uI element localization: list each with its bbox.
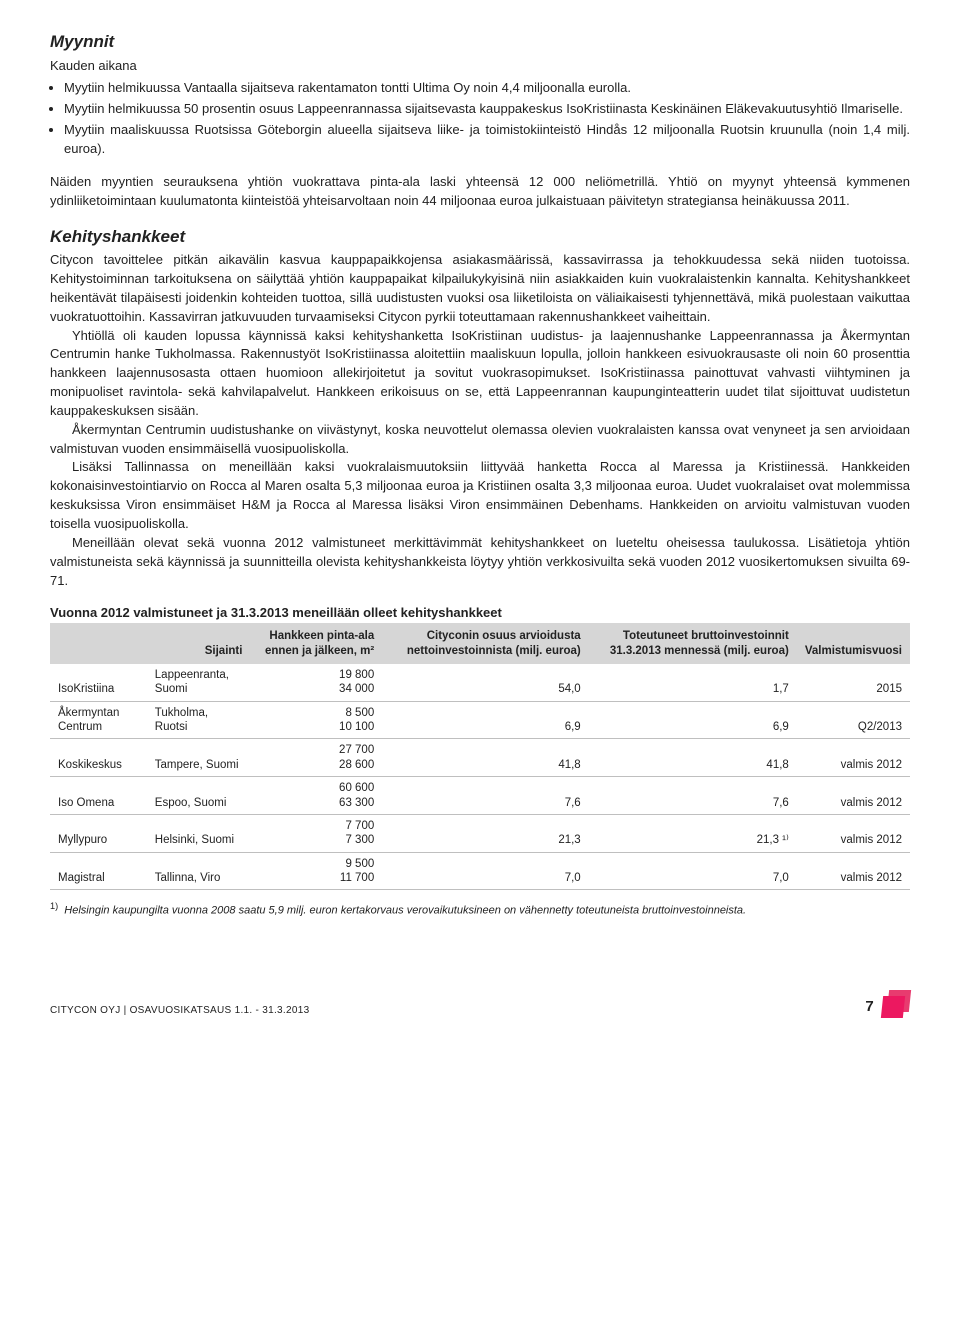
- footnote-sup: 1): [50, 901, 58, 911]
- page-footer: CITYCON OYJ | OSAVUOSIKATSAUS 1.1. - 31.…: [50, 990, 910, 1018]
- th-year: Valmistumisvuosi: [797, 623, 910, 664]
- cell-net: 41,8: [382, 739, 588, 777]
- table-footnote: 1) Helsingin kaupungilta vuonna 2008 saa…: [50, 900, 910, 920]
- page-number: 7: [865, 996, 874, 1018]
- cell-gross: 6,9: [589, 701, 797, 739]
- dev-p5: Meneillään olevat sekä vuonna 2012 valmi…: [50, 534, 910, 591]
- cell-year: Q2/2013: [797, 701, 910, 739]
- cell-location: Tallinna, Viro: [147, 852, 251, 890]
- cell-gross: 41,8: [589, 739, 797, 777]
- th-location: Sijainti: [147, 623, 251, 664]
- projects-table: Sijainti Hankkeen pinta-ala ennen ja jäl…: [50, 623, 910, 890]
- cell-area: 7 7007 300: [250, 814, 382, 852]
- dev-heading: Kehityshankkeet: [50, 225, 910, 250]
- dev-p3: Åkermyntan Centrumin uudistushanke on vi…: [50, 421, 910, 459]
- cell-year: valmis 2012: [797, 852, 910, 890]
- sales-after-paragraph: Näiden myyntien seurauksena yhtiön vuokr…: [50, 173, 910, 211]
- dev-p1: Citycon tavoittelee pitkän aikavälin kas…: [50, 251, 910, 326]
- cell-name: Åkermyntan Centrum: [50, 701, 147, 739]
- cell-net: 21,3: [382, 814, 588, 852]
- cell-location: Tampere, Suomi: [147, 739, 251, 777]
- cell-net: 54,0: [382, 664, 588, 701]
- cell-year: valmis 2012: [797, 739, 910, 777]
- cell-name: IsoKristiina: [50, 664, 147, 701]
- footer-left: CITYCON OYJ | OSAVUOSIKATSAUS 1.1. - 31.…: [50, 1004, 309, 1019]
- th-area: Hankkeen pinta-ala ennen ja jälkeen, m²: [250, 623, 382, 664]
- cell-location: Lappeenranta, Suomi: [147, 664, 251, 701]
- th-gross: Toteutuneet bruttoinvestoinnit 31.3.2013…: [589, 623, 797, 664]
- cell-gross: 7,6: [589, 777, 797, 815]
- cell-name: Magistral: [50, 852, 147, 890]
- cell-name: Iso Omena: [50, 777, 147, 815]
- table-row: Iso OmenaEspoo, Suomi60 60063 3007,67,6v…: [50, 777, 910, 815]
- table-row: MagistralTallinna, Viro9 50011 7007,07,0…: [50, 852, 910, 890]
- cell-net: 6,9: [382, 701, 588, 739]
- cell-net: 7,0: [382, 852, 588, 890]
- cell-name: Koskikeskus: [50, 739, 147, 777]
- cell-area: 27 70028 600: [250, 739, 382, 777]
- cell-area: 8 50010 100: [250, 701, 382, 739]
- cell-area: 19 80034 000: [250, 664, 382, 701]
- cell-year: valmis 2012: [797, 814, 910, 852]
- sales-bullet-3: Myytiin maaliskuussa Ruotsissa Göteborgi…: [64, 121, 910, 159]
- cell-location: Helsinki, Suomi: [147, 814, 251, 852]
- cell-area: 9 50011 700: [250, 852, 382, 890]
- sales-subhead: Kauden aikana: [50, 57, 910, 76]
- cell-location: Tukholma, Ruotsi: [147, 701, 251, 739]
- sales-bullet-2: Myytiin helmikuussa 50 prosentin osuus L…: [64, 100, 910, 119]
- cell-net: 7,6: [382, 777, 588, 815]
- footnote-text: Helsingin kaupungilta vuonna 2008 saatu …: [64, 905, 746, 917]
- table-title: Vuonna 2012 valmistuneet ja 31.3.2013 me…: [50, 604, 910, 623]
- cell-gross: 1,7: [589, 664, 797, 701]
- table-row: IsoKristiinaLappeenranta, Suomi19 80034 …: [50, 664, 910, 701]
- cell-gross: 21,3 ¹⁾: [589, 814, 797, 852]
- cell-name: Myllypuro: [50, 814, 147, 852]
- dev-p4: Lisäksi Tallinnassa on meneillään kaksi …: [50, 458, 910, 533]
- table-row: KoskikeskusTampere, Suomi27 70028 60041,…: [50, 739, 910, 777]
- sales-heading: Myynnit: [50, 30, 910, 55]
- th-net: Cityconin osuus arvioidusta nettoinvesto…: [382, 623, 588, 664]
- cell-location: Espoo, Suomi: [147, 777, 251, 815]
- cell-year: 2015: [797, 664, 910, 701]
- cell-area: 60 60063 300: [250, 777, 382, 815]
- citycon-logo-icon: [882, 990, 910, 1018]
- sales-bullet-1: Myytiin helmikuussa Vantaalla sijaitseva…: [64, 79, 910, 98]
- cell-gross: 7,0: [589, 852, 797, 890]
- sales-bullets: Myytiin helmikuussa Vantaalla sijaitseva…: [50, 79, 910, 158]
- cell-year: valmis 2012: [797, 777, 910, 815]
- table-row: Åkermyntan CentrumTukholma, Ruotsi8 5001…: [50, 701, 910, 739]
- dev-p2: Yhtiöllä oli kauden lopussa käynnissä ka…: [50, 327, 910, 421]
- th-name: [50, 623, 147, 664]
- table-row: MyllypuroHelsinki, Suomi7 7007 30021,321…: [50, 814, 910, 852]
